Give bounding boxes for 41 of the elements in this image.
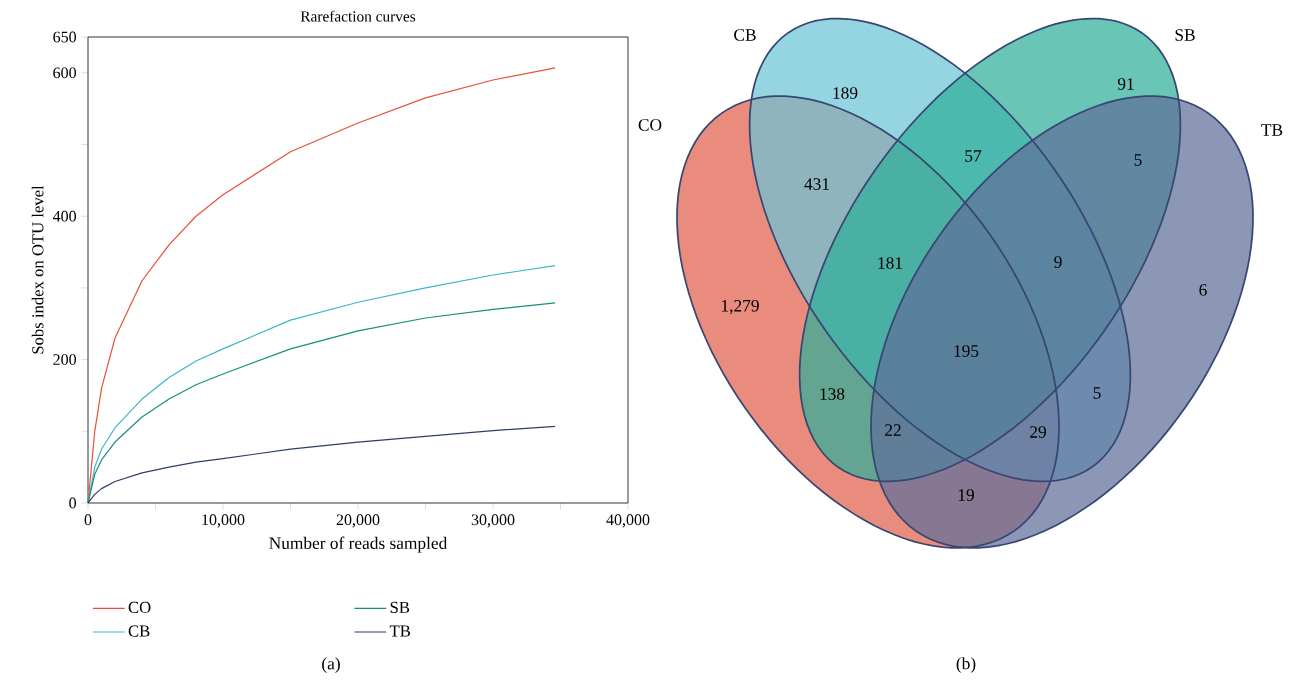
text: 5	[1093, 387, 1101, 399]
text: 57	[965, 150, 982, 162]
chart-title: Rarefaction curves	[300, 10, 416, 22]
legend-label: CO	[128, 601, 151, 613]
text: 91	[1117, 78, 1134, 90]
text: 1,279	[722, 299, 759, 315]
y-tick-label: 400	[52, 210, 77, 222]
category-label: TB	[1261, 124, 1283, 136]
text: 431	[804, 178, 829, 190]
x-tick-label: 20,000	[336, 514, 380, 528]
legend-label: CB	[128, 625, 150, 637]
text: 9	[1054, 256, 1062, 268]
y-tick-label: 650	[53, 31, 77, 43]
text: (a)	[322, 657, 340, 674]
line-series	[87, 67, 556, 504]
x-tick-label: 30,000	[471, 514, 515, 528]
legend-label: TB	[389, 625, 411, 637]
text: 195	[954, 345, 979, 357]
x-axis-title: Number of reads sampled	[269, 536, 448, 553]
x-tick-label: 10,000	[202, 514, 245, 528]
text: 138	[820, 388, 845, 400]
text: 189	[833, 87, 858, 99]
y-tick-label: 200	[53, 354, 77, 365]
legend-label: SB	[390, 601, 410, 613]
y-axis-title: Sobs index on OTU level	[31, 185, 44, 354]
text: (b)	[956, 657, 976, 673]
y-tick-label: 0	[69, 497, 77, 509]
category-label: CO	[638, 119, 662, 131]
category-label: SB	[1175, 29, 1195, 41]
text: 5	[1134, 154, 1142, 166]
category-label: CB	[734, 29, 756, 41]
x-tick-label: 40,000	[606, 514, 650, 528]
text: 22	[885, 424, 901, 436]
text: 181	[878, 257, 902, 269]
text: 29	[1030, 426, 1046, 438]
text: 19	[958, 489, 974, 501]
y-tick-label: 600	[53, 67, 77, 79]
line-series	[87, 302, 556, 504]
x-tick-label: 0	[84, 514, 92, 526]
text: 6	[1199, 284, 1207, 296]
line-series	[87, 425, 556, 504]
